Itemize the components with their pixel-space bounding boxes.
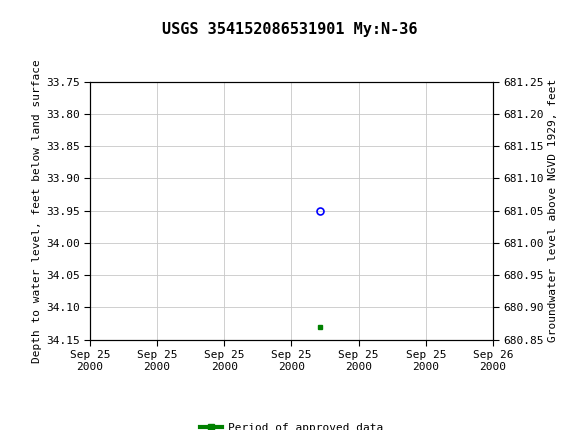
Text: USGS: USGS	[44, 10, 99, 28]
Legend: Period of approved data: Period of approved data	[195, 418, 387, 430]
Y-axis label: Depth to water level, feet below land surface: Depth to water level, feet below land su…	[31, 59, 42, 362]
Y-axis label: Groundwater level above NGVD 1929, feet: Groundwater level above NGVD 1929, feet	[548, 79, 558, 342]
Text: USGS 354152086531901 My:N-36: USGS 354152086531901 My:N-36	[162, 22, 418, 37]
